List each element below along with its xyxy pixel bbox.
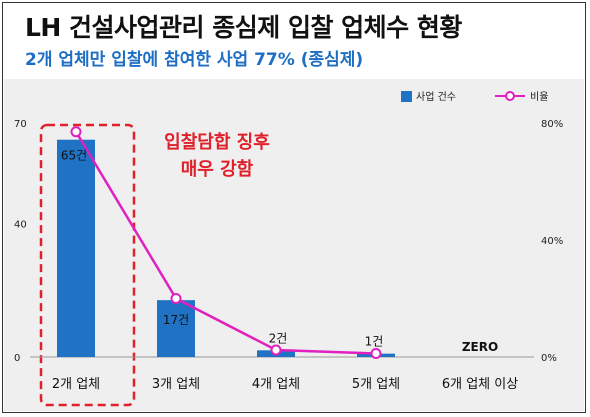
right-axis-tick: 80% — [541, 119, 563, 130]
legend-bar-swatch — [401, 91, 412, 102]
page-title: LH 건설사업관리 종심제 입찰 업체수 현황 — [25, 13, 462, 42]
ratio-point — [70, 126, 82, 138]
category-label: 3개 업체 — [152, 377, 200, 392]
combo-chart: 사업 건수 비율 입찰담합 징후 매우 강함 0 40 70 0% 40% 80% 65건 1… — [14, 90, 563, 407]
right-axis-tick: 40% — [541, 236, 563, 247]
data-label: 2건 — [269, 331, 288, 345]
legend-bar-label: 사업 건수 — [416, 90, 456, 103]
page-subtitle: 2개 업체만 입찰에 참여한 사업 77% (종심제) — [25, 50, 364, 70]
bar — [157, 300, 195, 357]
legend-line-marker — [505, 91, 515, 101]
bar — [57, 139, 95, 357]
left-axis-tick: 40 — [14, 219, 27, 230]
left-axis-tick: 0 — [14, 353, 20, 364]
data-label: 1건 — [365, 335, 384, 349]
chart-marks: 0 40 70 0% 40% 80% 65건 17건 2건 1건 ZERO 2개 업체 3개 업체 4개 … — [14, 119, 563, 392]
ratio-point — [170, 293, 182, 304]
legend: 사업 건수 비율 — [401, 90, 548, 103]
left-axis-tick: 70 — [14, 119, 27, 130]
highlight-box — [39, 123, 136, 407]
category-label: 5개 업체 — [352, 377, 400, 392]
ratio-line — [74, 131, 377, 355]
right-axis-tick: 0% — [541, 353, 557, 364]
category-label: 6개 업체 이상 — [442, 377, 518, 392]
data-label: ZERO — [462, 340, 498, 354]
category-label: 4개 업체 — [252, 377, 300, 392]
ratio-point — [370, 347, 382, 359]
data-label: 65건 — [61, 149, 87, 163]
legend-line-label: 비율 — [530, 91, 548, 103]
annotation-line-1: 입찰담합 징후 — [164, 131, 270, 153]
data-label: 17건 — [163, 313, 189, 327]
chart-panel: 사업 건수 비율 입찰담합 징후 매우 강함 0 40 70 0% 40% 80% 65건 1… — [4, 79, 584, 411]
category-label: 2개 업체 — [52, 377, 100, 392]
annotation-line-2: 매우 강함 — [181, 158, 254, 180]
ratio-point — [270, 344, 282, 356]
